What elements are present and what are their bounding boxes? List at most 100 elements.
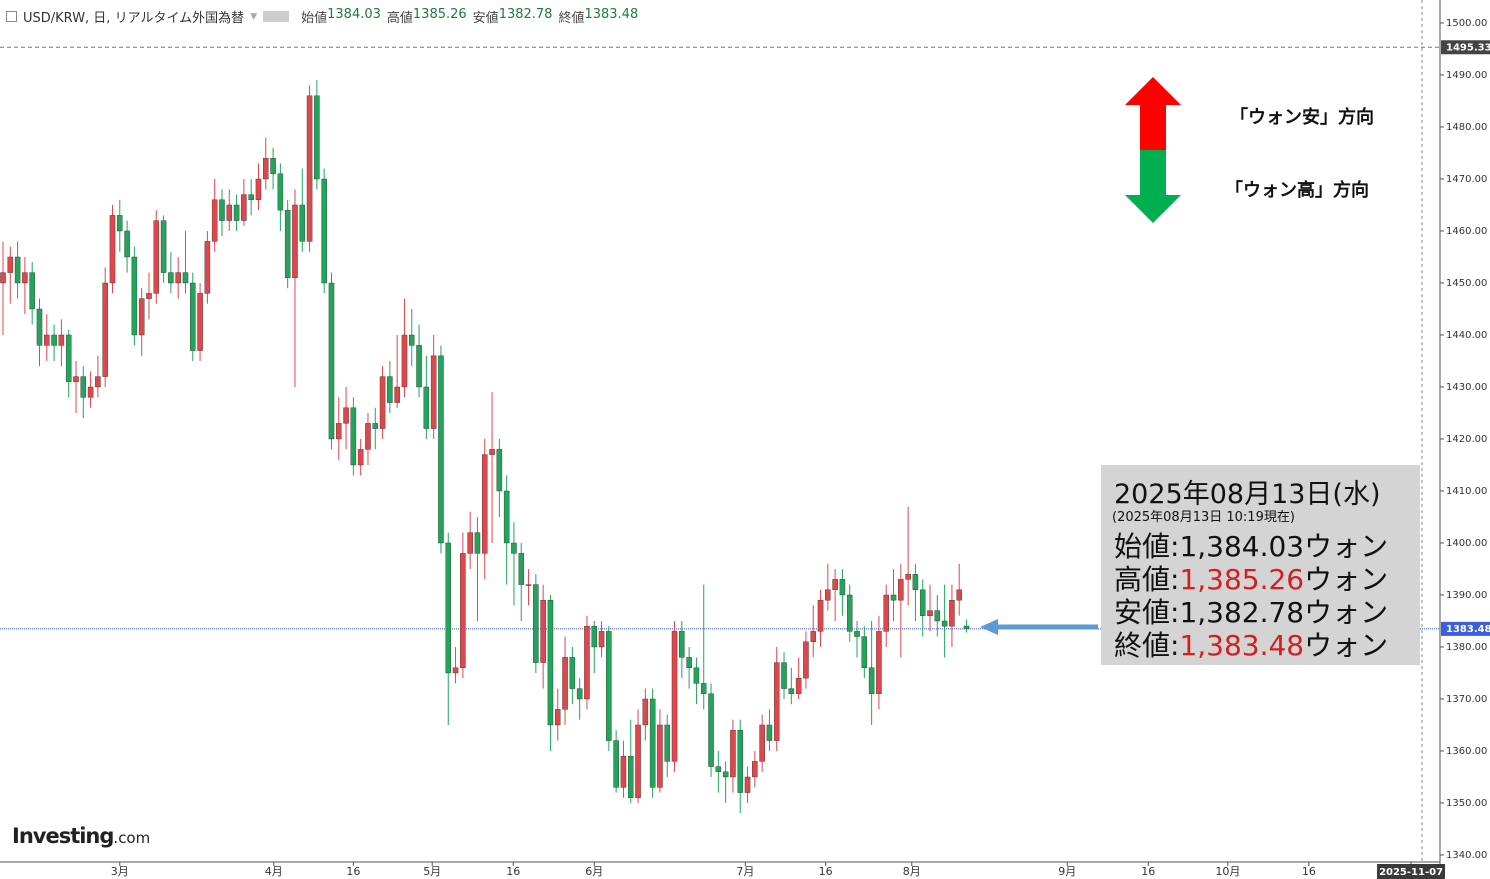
candle-body [58,334,65,346]
x-tick-label: 2025-11-07 [1379,867,1443,878]
candle-body [7,256,14,273]
info-value: 1,384.03 [1179,530,1305,563]
info-label: 高値: [1114,563,1180,596]
y-tick-label: 1390.00 [1446,590,1487,601]
y-tick-label: 1360.00 [1446,746,1487,757]
candle-body [270,157,276,174]
candle-body [620,755,627,788]
candle-body [576,688,583,700]
candle-body [569,657,576,689]
candle-body [591,625,598,648]
down-label: 「ウォン高」方向 [1225,180,1369,201]
candle-body [934,610,941,622]
candle-body [606,631,612,741]
x-tick-label: 16 [506,865,520,878]
info-label: 始値: [1114,530,1180,563]
candle-body [438,355,444,544]
candle-body [649,698,656,788]
candle-body [394,386,400,403]
candle-body [379,376,386,429]
candle-body [919,589,926,616]
info-row: 終値:1,383.48ウォン [1114,624,1388,664]
candle-body [467,532,473,554]
candle-body [219,199,225,221]
info-row: 高値:1,385.26ウォン [1114,558,1388,598]
x-tick-label: 4月 [265,865,283,878]
info-value: 1,382.78 [1179,596,1305,629]
y-tick-label: 1400.00 [1446,538,1487,549]
candle-body [44,334,50,346]
candle-body [489,449,495,455]
field-value: 1385.26 [412,7,467,22]
y-tick-label: 1380.00 [1446,642,1487,653]
field-label: 高値 [386,11,413,26]
candle-body [722,771,729,778]
candle-body [803,641,809,679]
up-arrow [1125,77,1181,150]
candle-body [744,776,751,793]
x-tick-label: 9月 [1058,865,1076,878]
candle-body [306,95,313,242]
candle-body [29,272,35,310]
y-tick-label: 1340.00 [1446,850,1487,861]
candle-body [146,293,152,299]
candle-body [51,334,57,346]
candle-body [248,194,254,200]
candle-body [613,740,619,788]
y-tick-label: 1470.00 [1446,174,1487,185]
candle-body [175,272,181,284]
candle-body [810,631,816,642]
candle-body [197,293,203,351]
candle-body [627,755,634,798]
settings-icons[interactable] [263,11,290,22]
candle-body [554,709,561,726]
candle-body [343,407,349,424]
candle-body [511,542,517,554]
y-tick-label: 1500.00 [1446,18,1487,29]
candle-body [292,204,298,278]
candle-body [700,683,707,694]
candle-body [430,355,437,429]
candle-body [963,625,970,630]
candle-body [416,345,422,388]
candle-body [350,407,357,466]
candle-body [839,579,846,596]
candle-body [759,724,765,762]
x-tick-label: 16 [1302,865,1316,878]
candle-body [226,204,233,221]
y-tick-label: 1430.00 [1446,382,1487,393]
candle-body [679,631,685,658]
candle-body [525,584,532,586]
candle-body [883,594,889,632]
candle-body [686,657,692,668]
candle-body [95,376,101,388]
info-row: 安値:1,382.78ウォン [1114,591,1388,631]
x-tick-label: 3月 [111,865,129,878]
dropdown-caret[interactable]: ▼ [250,11,258,22]
y-tick-label: 1490.00 [1446,70,1487,81]
candle-body [80,376,87,398]
candle-body [773,662,780,741]
candle-body [117,215,123,232]
candle-body [664,724,670,762]
candle-body [737,729,743,793]
candle-body [22,272,28,284]
candle-body [102,282,108,377]
info-unit: ウォン [1304,629,1389,662]
logo: Investing.com [12,824,150,848]
candle-body [131,256,138,336]
candle-body [898,579,904,601]
candle-body [846,594,853,632]
candle-body [941,620,948,627]
info-row: 始値:1,384.03ウォン [1114,525,1388,565]
down-arrow [1125,150,1181,223]
candle-body [241,194,247,221]
candle-body [233,204,240,221]
candle-body [730,729,736,778]
header: USD/KRW, 日, リアルタイム外国為替 ▼ 始値 1384.03 高値 1385… [6,7,638,26]
candle-body [0,272,6,284]
x-tick-label: 16 [819,865,833,878]
collapse-icon[interactable] [6,11,17,22]
